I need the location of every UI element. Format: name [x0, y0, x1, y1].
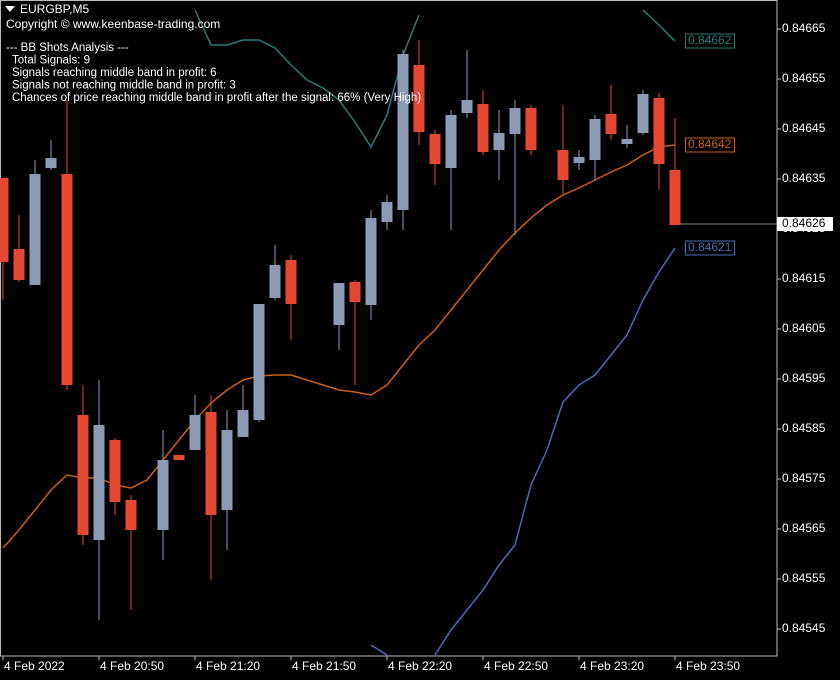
- candle-body: [93, 425, 105, 540]
- band-label: 0.84642: [688, 137, 732, 151]
- candle-body: [189, 415, 201, 450]
- candle-body: [413, 65, 425, 132]
- candle-body: [237, 410, 249, 437]
- candle-body: [461, 100, 473, 113]
- x-tick-label: 4 Feb 20:50: [100, 659, 164, 673]
- candle-body: [605, 114, 617, 134]
- y-tick-label: 0.84645: [782, 121, 826, 135]
- candle-body: [13, 249, 25, 280]
- y-tick-label: 0.84615: [782, 271, 826, 285]
- candle-body: [557, 150, 569, 180]
- candle-body: [525, 108, 537, 150]
- x-tick-label: 4 Feb 22:50: [484, 659, 548, 673]
- candle-body: [253, 304, 265, 420]
- band-label-box: [685, 240, 735, 256]
- candle-body: [493, 133, 505, 150]
- y-tick-label: 0.84565: [782, 521, 826, 535]
- candle-body: [589, 119, 601, 160]
- candle-body: [669, 170, 681, 225]
- info-line: Signals reaching middle band in profit: …: [12, 67, 217, 79]
- x-tick-label: 4 Feb 23:20: [580, 659, 644, 673]
- y-tick-label: 0.84555: [782, 571, 826, 585]
- plot-frame: [0, 0, 778, 657]
- y-tick-label: 0.84585: [782, 421, 826, 435]
- x-tick-label: 4 Feb 23:50: [676, 659, 740, 673]
- candle-body: [157, 460, 169, 530]
- x-tick-label: 4 Feb 21:20: [196, 659, 260, 673]
- candle-body: [365, 218, 377, 305]
- candle-body: [445, 115, 457, 168]
- y-tick-label: 0.84545: [782, 621, 826, 635]
- candle-body: [125, 500, 137, 530]
- candle-body: [573, 157, 585, 163]
- candle-body: [205, 412, 217, 515]
- candle-body: [0, 178, 9, 262]
- y-tick-label: 0.84595: [782, 371, 826, 385]
- y-tick-label: 0.84655: [782, 71, 826, 85]
- candle-body: [77, 415, 89, 535]
- candle-body: [653, 98, 665, 164]
- plot-area: [0, 9, 681, 656]
- y-tick-label: 0.84605: [782, 321, 826, 335]
- x-tick-label: 4 Feb 22:20: [388, 659, 452, 673]
- symbol: EURGBP,M5: [20, 2, 89, 16]
- candle-body: [381, 202, 393, 222]
- candle-body: [637, 94, 649, 133]
- candle-body: [477, 104, 489, 152]
- band-label-box: [685, 137, 735, 153]
- candle-body: [285, 260, 297, 304]
- current-price-label: 0.84626: [782, 216, 826, 230]
- band-label: 0.84621: [688, 240, 732, 254]
- candle-body: [221, 430, 233, 510]
- band-line: [194, 9, 676, 149]
- copyright: Copyright © www.keenbase-trading.com: [6, 17, 220, 31]
- candle-body: [61, 174, 73, 385]
- candle-body: [621, 139, 633, 144]
- info-line: Total Signals: 9: [12, 55, 90, 67]
- candle-body: [29, 174, 41, 285]
- candle-body: [333, 283, 345, 325]
- info-line: --- BB Shots Analysis ---: [6, 42, 129, 54]
- candle-body: [269, 265, 281, 298]
- current-price-box: [777, 217, 833, 231]
- y-tick-label: 0.84635: [782, 171, 826, 185]
- candle-body: [509, 108, 521, 134]
- candle-body: [429, 134, 441, 164]
- candle-body: [349, 282, 361, 302]
- band-label-box: [685, 33, 735, 49]
- candle-body: [45, 158, 57, 168]
- candle-body: [173, 455, 185, 460]
- info-line: Signals not reaching middle band in prof…: [12, 80, 236, 92]
- y-tick-label: 0.84575: [782, 471, 826, 485]
- x-tick-label: 4 Feb 21:50: [292, 659, 356, 673]
- y-tick-label: 0.84665: [782, 21, 826, 35]
- symbol-marker: [5, 6, 15, 12]
- band-line: [370, 247, 676, 656]
- candle-body: [109, 440, 121, 502]
- band-label: 0.84662: [688, 33, 732, 47]
- info-line: Chances of price reaching middle band in…: [12, 92, 421, 104]
- x-tick-label: 4 Feb 2022: [4, 659, 65, 673]
- candle-body: [397, 54, 409, 210]
